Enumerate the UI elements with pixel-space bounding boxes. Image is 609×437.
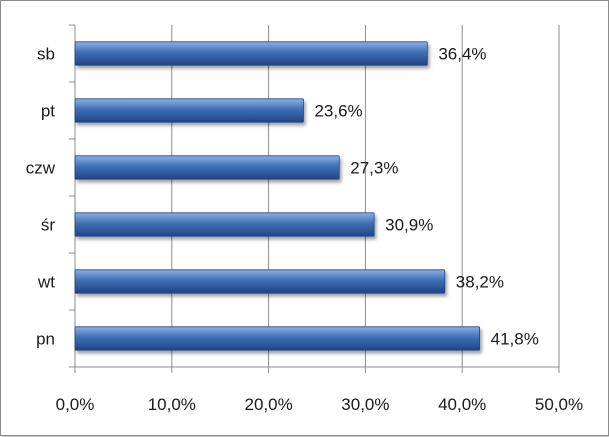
category-label: czw bbox=[26, 159, 56, 178]
labels: 0,0% 10,0% 20,0% 30,0% 40,0% 50,0% sb 36,4% pt 23… bbox=[26, 45, 583, 415]
category-label: pn bbox=[36, 330, 55, 349]
bar-1 bbox=[74, 98, 304, 123]
x-tick-label: 20,0% bbox=[244, 395, 292, 414]
bars bbox=[74, 41, 481, 351]
data-label: 41,8% bbox=[491, 330, 539, 349]
axes bbox=[69, 24, 560, 373]
data-label: 36,4% bbox=[438, 45, 486, 64]
data-label: 30,9% bbox=[385, 216, 433, 235]
x-tick-label: 30,0% bbox=[341, 395, 389, 414]
bar-3 bbox=[74, 212, 375, 237]
data-label: 38,2% bbox=[456, 273, 504, 292]
gridlines bbox=[171, 25, 560, 367]
bar-4 bbox=[74, 269, 446, 294]
category-label: śr bbox=[41, 216, 56, 235]
x-tick-label: 40,0% bbox=[438, 395, 486, 414]
x-tick-label: 50,0% bbox=[535, 395, 583, 414]
bar-5 bbox=[74, 326, 481, 351]
bar-2 bbox=[74, 155, 340, 180]
data-label: 27,3% bbox=[350, 159, 398, 178]
category-label: sb bbox=[37, 45, 55, 64]
category-label: pt bbox=[41, 102, 55, 121]
category-label: wt bbox=[37, 273, 55, 292]
x-tick-label: 10,0% bbox=[148, 395, 196, 414]
data-label: 23,6% bbox=[314, 102, 362, 121]
bar-0 bbox=[74, 41, 428, 66]
x-tick-label: 0,0% bbox=[56, 395, 95, 414]
